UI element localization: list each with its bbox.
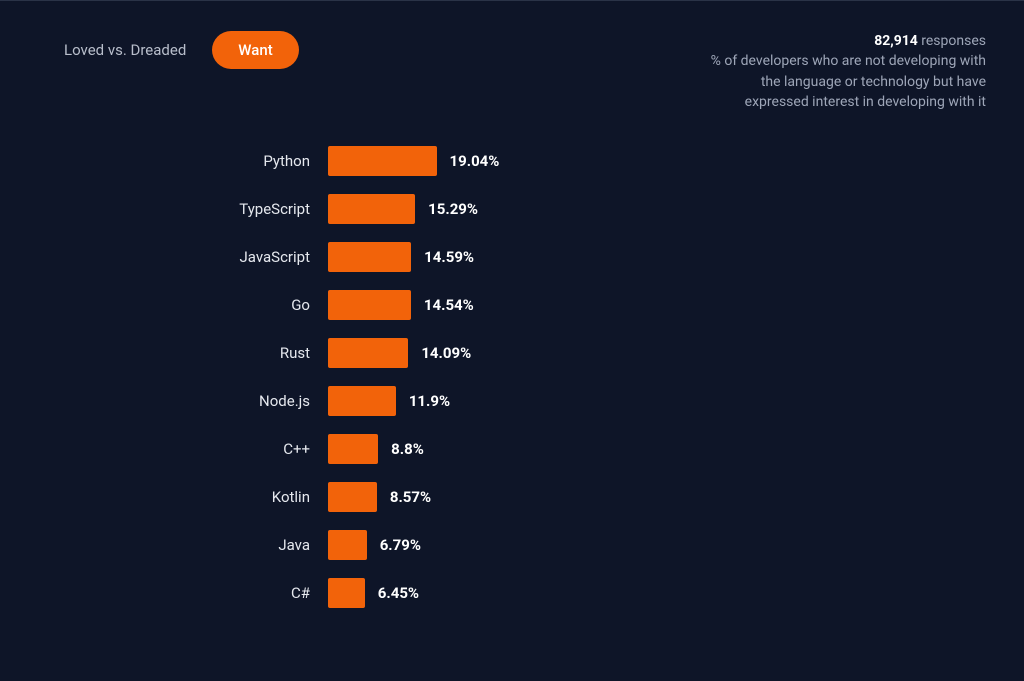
chart-bar-area: 19.04% <box>328 146 898 176</box>
chart-row-label: Kotlin <box>38 488 328 506</box>
chart-row-label: Rust <box>38 344 328 362</box>
response-count: 82,914 <box>874 33 918 49</box>
tab-want[interactable]: Want <box>212 31 298 69</box>
chart-row-value: 8.57% <box>390 488 431 506</box>
chart-row: Go 14.54% <box>38 281 986 329</box>
chart-row-value: 14.09% <box>421 344 471 362</box>
chart-row-value: 8.8% <box>391 440 424 458</box>
want-bar-chart: Python 19.04% TypeScript 15.29% JavaScript 14… <box>0 137 1024 617</box>
chart-bar-area: 14.09% <box>328 338 898 368</box>
chart-row-value: 14.59% <box>424 248 474 266</box>
chart-row: TypeScript 15.29% <box>38 185 986 233</box>
chart-row-label: Python <box>38 152 328 170</box>
chart-bar-area: 8.57% <box>328 482 898 512</box>
chart-row-label: JavaScript <box>38 248 328 266</box>
header: Loved vs. Dreaded Want 82,914 responses … <box>0 1 1024 112</box>
chart-bar <box>328 434 378 464</box>
chart-row: Rust 14.09% <box>38 329 986 377</box>
chart-row: JavaScript 14.59% <box>38 233 986 281</box>
chart-bar <box>328 578 365 608</box>
chart-row-value: 15.29% <box>428 200 478 218</box>
chart-row: Python 19.04% <box>38 137 986 185</box>
chart-row-label: TypeScript <box>38 200 328 218</box>
chart-row-value: 19.04% <box>450 152 500 170</box>
chart-bar-area: 14.59% <box>328 242 898 272</box>
chart-bar <box>328 146 437 176</box>
chart-row-value: 11.9% <box>409 392 450 410</box>
chart-row-label: Node.js <box>38 392 328 410</box>
chart-row: Node.js 11.9% <box>38 377 986 425</box>
tabs: Loved vs. Dreaded Want <box>38 31 299 69</box>
chart-row-value: 6.79% <box>380 536 421 554</box>
chart-bar <box>328 242 411 272</box>
tab-loved-vs-dreaded[interactable]: Loved vs. Dreaded <box>38 31 212 69</box>
chart-row-label: Java <box>38 536 328 554</box>
chart-row-value: 6.45% <box>378 584 419 602</box>
chart-bar <box>328 386 396 416</box>
chart-row-value: 14.54% <box>424 296 474 314</box>
chart-row-label: C++ <box>38 440 328 458</box>
chart-row: C# 6.45% <box>38 569 986 617</box>
chart-bar-area: 8.8% <box>328 434 898 464</box>
chart-row-label: Go <box>38 296 328 314</box>
chart-bar <box>328 194 415 224</box>
response-description: % of developers who are not developing w… <box>696 51 986 112</box>
response-meta: 82,914 responses % of developers who are… <box>696 31 986 112</box>
chart-bar-area: 11.9% <box>328 386 898 416</box>
chart-bar <box>328 482 377 512</box>
chart-bar-area: 6.45% <box>328 578 898 608</box>
response-count-line: 82,914 responses <box>696 31 986 51</box>
chart-bar <box>328 338 408 368</box>
chart-bar <box>328 530 367 560</box>
chart-row: Java 6.79% <box>38 521 986 569</box>
chart-row: Kotlin 8.57% <box>38 473 986 521</box>
responses-suffix: responses <box>918 33 986 49</box>
chart-row-label: C# <box>38 584 328 602</box>
chart-bar-area: 6.79% <box>328 530 898 560</box>
chart-bar <box>328 290 411 320</box>
chart-bar-area: 15.29% <box>328 194 898 224</box>
chart-row: C++ 8.8% <box>38 425 986 473</box>
chart-bar-area: 14.54% <box>328 290 898 320</box>
